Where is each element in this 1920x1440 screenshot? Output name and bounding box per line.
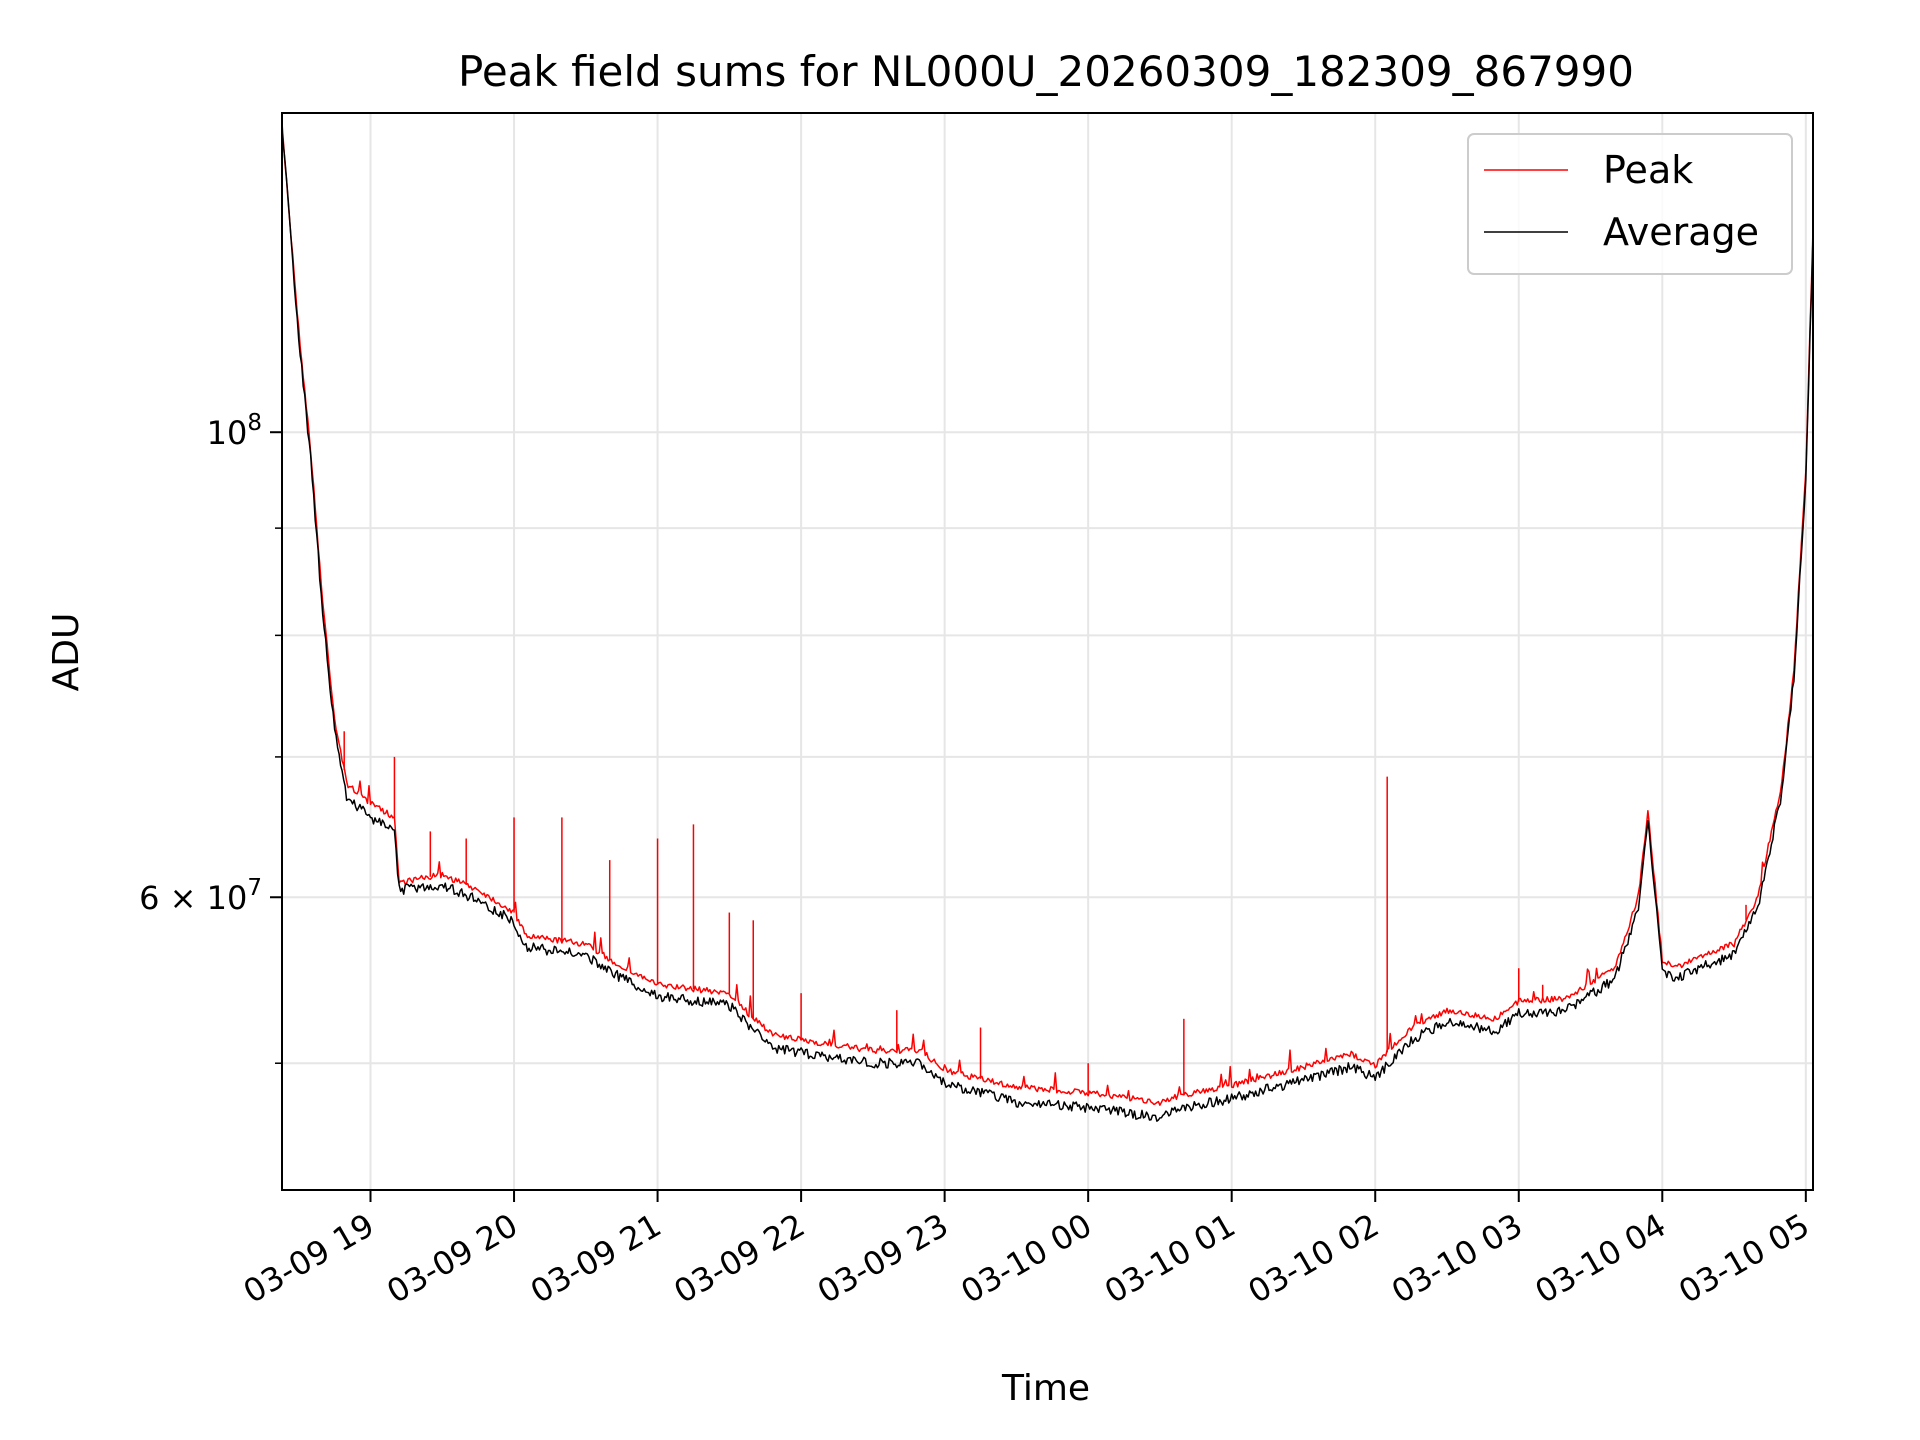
chart-title: Peak field sums for NL000U_20260309_1823… (458, 47, 1634, 96)
y-axis: 6 × 107 108 (139, 410, 282, 1064)
legend-box (1467, 133, 1793, 275)
y-tick-label: 6 × 107 (139, 875, 262, 917)
plot-frame (281, 112, 1814, 1191)
grid (282, 113, 1813, 1190)
series-line-average (282, 130, 1813, 1122)
y-axis-label: ADU (46, 613, 87, 692)
legend-label-average: Average (1603, 210, 1759, 254)
plot-series (282, 122, 1813, 1122)
legend: Peak Average (1467, 133, 1793, 275)
x-axis-label: Time (1001, 1368, 1090, 1409)
legend-label-peak: Peak (1603, 148, 1693, 192)
series-line-peak (282, 122, 1813, 1106)
y-tick-label: 108 (207, 410, 262, 452)
